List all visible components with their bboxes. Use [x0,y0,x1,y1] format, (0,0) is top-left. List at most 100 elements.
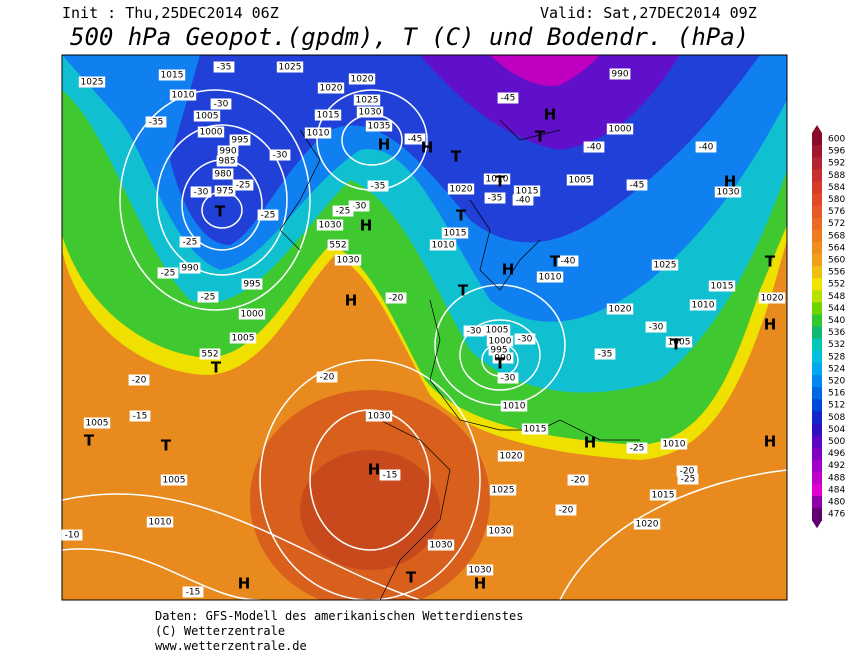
temperature-label: -35 [371,182,386,192]
pressure-label-box [304,127,332,139]
temperature-label: -20 [320,373,335,383]
pressure-label-box [513,185,541,197]
temperature-label-box [514,333,536,345]
temperature-label-box [269,149,291,161]
pressure-label-box [689,299,717,311]
pressure-label-box [708,280,736,292]
footer-url: www.wetterzentrale.de [155,639,307,653]
temperature-label-box [332,205,354,217]
pressure-label-box [356,106,384,118]
pressure-label-box [238,308,266,320]
pressure-label: 1005 [86,419,109,429]
pressure-label-box [483,324,511,336]
temperature-label: -30 [273,151,288,161]
pressure-center: H [544,106,557,124]
pressure-center: T [406,569,417,587]
colorbar-swatch [812,362,822,376]
pressure-label-box [327,239,349,251]
colorbar-swatch [812,326,822,340]
pressure-label-box [241,278,263,290]
pressure-label-box [651,259,679,271]
temperature-label-box [676,465,698,477]
pressure-label: 552 [329,241,346,251]
colorbar-swatch [812,145,822,158]
pressure-center: H [584,434,597,452]
pressure-center: H [368,461,381,479]
temperature-label-box [179,236,201,248]
footer-source: Daten: GFS-Modell des amerikanischen Wet… [155,609,523,623]
pressure-label: 1025 [492,486,515,496]
pressure-center: T [211,359,222,377]
temperature-label: -15 [133,412,148,422]
colorbar-swatch [812,217,822,231]
isobars [62,89,787,600]
colorbar-label: 528 [828,352,845,362]
pressure-center: T [451,148,462,166]
temperature-label-box [695,141,717,153]
temperature-label: -30 [214,100,229,110]
pressure-label: 1000 [200,128,223,138]
colorbar-label: 596 [828,147,845,157]
temperature-label: -30 [467,327,482,337]
temperature-label-box [583,141,605,153]
pressure-label: 1015 [444,229,467,239]
pressure-label-box [216,155,238,167]
pressure-label: 1010 [486,175,509,185]
pressure-label-box [441,227,469,239]
pressure-center: H [724,173,737,191]
temperature-label: -45 [630,181,645,191]
colorbar-swatch [812,193,822,207]
colorbar-label: 576 [828,207,845,217]
temperature-label: -25 [161,269,176,279]
pressure-center: T [765,253,776,271]
pressure-label: 1030 [469,566,492,576]
temperature-label-box [484,192,506,204]
pressure-center: H [345,292,358,310]
pressure-label: 552 [201,350,218,360]
colorbar-swatch [812,435,822,449]
temperature-label-box [645,321,667,333]
pressure-label: 1030 [430,541,453,551]
init-time: Init : Thu,25DEC2014 06Z [62,4,279,22]
temperature-label: -20 [389,294,404,304]
pressure-center: T [495,173,506,191]
colorbar-label: 504 [828,425,845,435]
temperature-label: -25 [201,293,216,303]
pressure-label-box [566,174,594,186]
pressure-label: 990 [611,70,628,80]
pressure-label: 1020 [450,185,473,195]
colorbar-top-arrow [812,125,822,133]
pressure-center: T [535,128,546,146]
temperature-label: -25 [681,475,696,485]
pressure-label: 1025 [279,63,302,73]
colorbar-label: 488 [828,473,845,483]
temperature-label: -35 [598,350,613,360]
colorbar-swatch [812,314,822,328]
temperature-label: -45 [501,94,516,104]
pressure-label: 1005 [668,338,691,348]
pressure-label-box [497,450,525,462]
pressure-label-box [492,352,514,364]
pressure-label-box [365,410,393,422]
colorbar-swatch [812,447,822,461]
colorbar-swatch [812,459,822,473]
temperature-label: -30 [501,374,516,384]
colorbar-swatch [812,471,822,485]
pressure-label-box [334,254,362,266]
temperature-label-box [367,180,389,192]
pressure-label: 995 [490,346,507,356]
colorbar-swatch [812,483,822,497]
colorbar-label: 500 [828,437,845,447]
colorbar-label: 512 [828,401,845,411]
pressure-label: 1030 [489,527,512,537]
colorbar-bottom-arrow [812,520,822,529]
temperature-label: -20 [132,376,147,386]
temperature-label-box [129,410,151,422]
pressure-label-box [489,484,517,496]
temperature-label-box [348,200,370,212]
colorbar-swatch [812,411,822,424]
pressure-label: 1030 [337,256,360,266]
pressure-label-box [536,271,564,283]
footer-copyright: (C) Wetterzentrale [155,624,285,638]
pressure-label: 1000 [609,125,632,135]
